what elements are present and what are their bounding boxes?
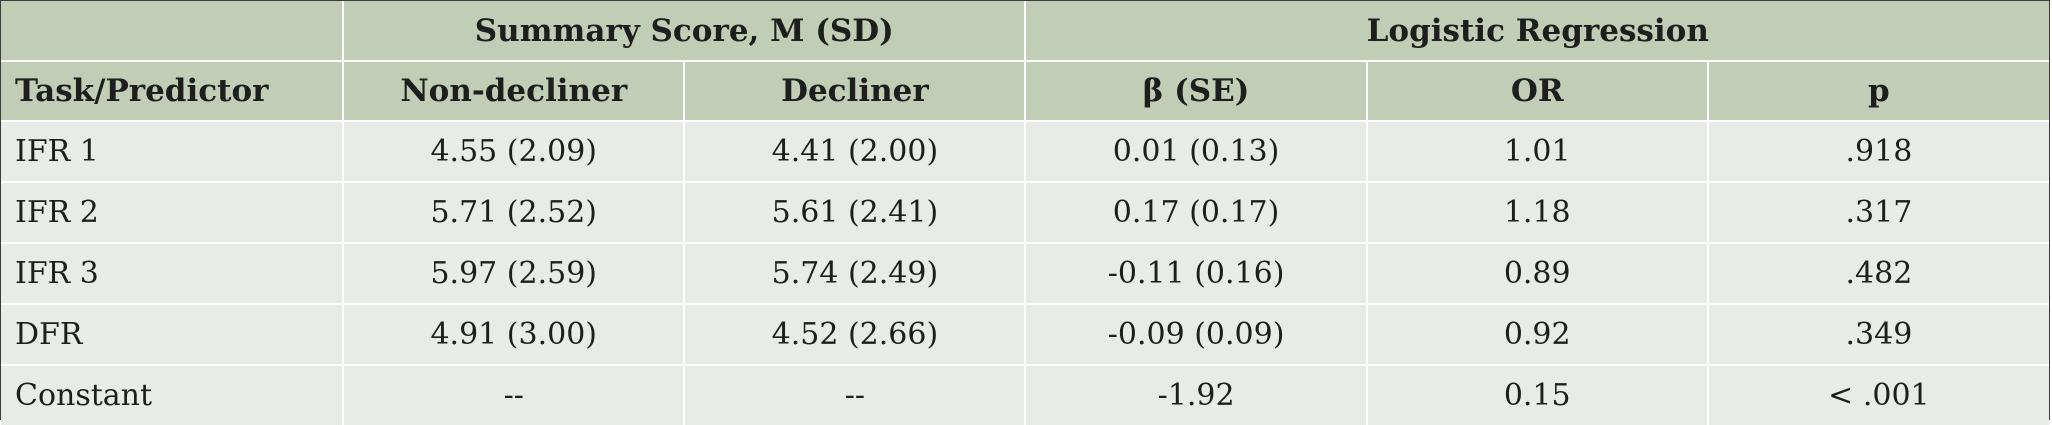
task-cell: IFR 3 xyxy=(1,242,344,304)
odds-ratio-cell: 1.01 xyxy=(1365,120,1708,182)
p-value-cell: .317 xyxy=(1706,181,2049,243)
beta-se-cell: -1.92 xyxy=(1024,364,1367,425)
p-value-cell: < .001 xyxy=(1706,364,2049,425)
table-row: Constant -- -- -1.92 0.15 < .001 xyxy=(1,364,2049,425)
task-cell: Constant xyxy=(1,364,344,425)
blank-header-cell xyxy=(1,1,344,61)
decliner-cell: 4.52 (2.66) xyxy=(683,303,1026,365)
non-decliner-cell: 4.55 (2.09) xyxy=(342,120,685,182)
beta-se-cell: 0.01 (0.13) xyxy=(1024,120,1367,182)
odds-ratio-cell: 0.92 xyxy=(1365,303,1708,365)
table-row: IFR 2 5.71 (2.52) 5.61 (2.41) 0.17 (0.17… xyxy=(1,181,2049,243)
column-header-row: Task/Predictor Non-decliner Decliner β (… xyxy=(1,60,2049,121)
task-cell: IFR 1 xyxy=(1,120,344,182)
task-predictor-header: Task/Predictor xyxy=(1,60,344,121)
odds-ratio-header: OR xyxy=(1365,60,1708,121)
decliner-cell: 4.41 (2.00) xyxy=(683,120,1026,182)
non-decliner-cell: -- xyxy=(342,364,685,425)
non-decliner-cell: 4.91 (3.00) xyxy=(342,303,685,365)
decliner-cell: 5.61 (2.41) xyxy=(683,181,1026,243)
task-cell: IFR 2 xyxy=(1,181,344,243)
beta-se-cell: 0.17 (0.17) xyxy=(1024,181,1367,243)
decliner-header: Decliner xyxy=(683,60,1026,121)
p-value-header: p xyxy=(1706,60,2049,121)
non-decliner-cell: 5.97 (2.59) xyxy=(342,242,685,304)
group-header-row: Summary Score, M (SD) Logistic Regressio… xyxy=(1,1,2049,61)
p-value-cell: .482 xyxy=(1706,242,2049,304)
table-row: IFR 1 4.55 (2.09) 4.41 (2.00) 0.01 (0.13… xyxy=(1,120,2049,182)
p-value-cell: .349 xyxy=(1706,303,2049,365)
beta-se-cell: -0.09 (0.09) xyxy=(1024,303,1367,365)
p-value-cell: .918 xyxy=(1706,120,2049,182)
table-row: DFR 4.91 (3.00) 4.52 (2.66) -0.09 (0.09)… xyxy=(1,303,2049,365)
beta-se-header: β (SE) xyxy=(1024,60,1367,121)
decliner-cell: 5.74 (2.49) xyxy=(683,242,1026,304)
odds-ratio-cell: 0.15 xyxy=(1365,364,1708,425)
non-decliner-cell: 5.71 (2.52) xyxy=(342,181,685,243)
decliner-cell: -- xyxy=(683,364,1026,425)
summary-score-group-header: Summary Score, M (SD) xyxy=(342,1,1026,61)
logistic-regression-group-header: Logistic Regression xyxy=(1024,1,2049,61)
odds-ratio-cell: 0.89 xyxy=(1365,242,1708,304)
task-cell: DFR xyxy=(1,303,344,365)
odds-ratio-cell: 1.18 xyxy=(1365,181,1708,243)
beta-se-cell: -0.11 (0.16) xyxy=(1024,242,1367,304)
table-row: IFR 3 5.97 (2.59) 5.74 (2.49) -0.11 (0.1… xyxy=(1,242,2049,304)
non-decliner-header: Non-decliner xyxy=(342,60,685,121)
